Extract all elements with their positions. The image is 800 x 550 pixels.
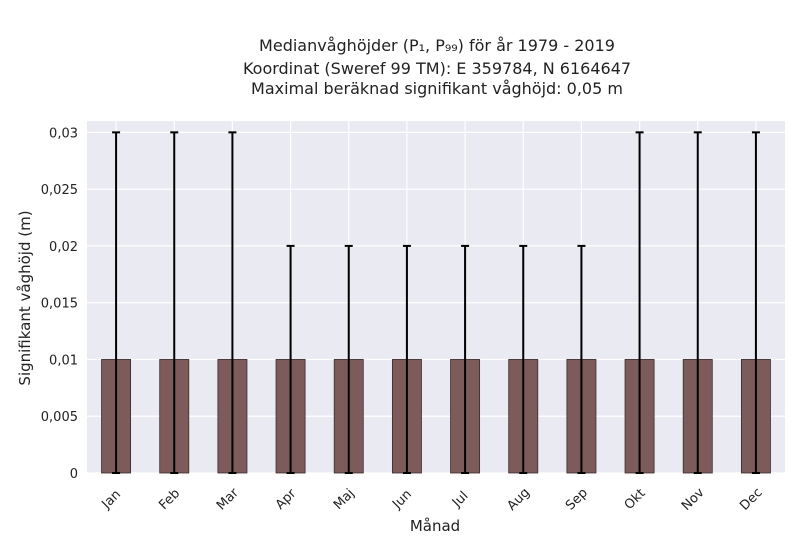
- title-line-1: Medianvåghöjder (P₁, P₉₉) för år 1979 - …: [259, 36, 615, 55]
- chart-title: Medianvåghöjder (P₁, P₉₉) för år 1979 - …: [243, 36, 631, 98]
- y-tick-label: 0,03: [49, 126, 78, 141]
- y-tick-label: 0,025: [41, 183, 78, 198]
- x-tick-label-jul: Jul: [449, 489, 471, 511]
- error-bar-apr: [286, 244, 295, 474]
- y-axis-label: Signifikant våghöjd (m): [16, 210, 34, 385]
- x-axis-label: Månad: [410, 517, 460, 535]
- x-tick-label-mar: Mar: [214, 485, 242, 513]
- x-tick-label-apr: Apr: [273, 486, 300, 513]
- x-tick-label-sep: Sep: [563, 486, 591, 514]
- error-bar-maj: [344, 244, 353, 474]
- y-tick-label: 0,01: [49, 353, 78, 368]
- y-axis-ticks: 0 0,005 0,01 0,015 0,02 0,025 0,03: [41, 126, 78, 482]
- error-bar-okt: [635, 131, 644, 474]
- x-tick-label-okt: Okt: [622, 486, 649, 513]
- title-line-3: Maximal beräknad signifikant våghöjd: 0,…: [251, 79, 623, 98]
- x-tick-label-maj: Maj: [331, 486, 358, 513]
- error-bar-feb: [170, 131, 179, 474]
- error-bar-aug: [519, 244, 528, 474]
- y-tick-label: 0,005: [41, 410, 78, 425]
- y-tick-label: 0,015: [41, 297, 78, 312]
- y-tick-label: 0: [70, 467, 78, 482]
- error-bars: [112, 131, 760, 474]
- plot-area: [87, 121, 785, 473]
- error-bar-nov: [693, 131, 702, 474]
- error-bar-jan: [112, 131, 121, 474]
- x-tick-label-aug: Aug: [504, 485, 533, 514]
- y-tick-label: 0,02: [49, 240, 78, 255]
- x-axis-ticks: Jan Feb Mar Apr Maj Jun Jul Aug Sep Okt Nov Dec: [99, 485, 766, 514]
- x-tick-label-jun: Jun: [389, 487, 415, 513]
- x-tick-label-jan: Jan: [99, 487, 124, 512]
- x-tick-label-dec: Dec: [737, 485, 765, 513]
- error-bar-dec: [751, 131, 760, 474]
- error-bar-jul: [461, 244, 470, 474]
- error-bar-sep: [577, 244, 586, 474]
- x-tick-label-nov: Nov: [679, 485, 708, 514]
- error-bar-mar: [228, 131, 237, 474]
- error-bar-jun: [402, 244, 411, 474]
- x-tick-label-feb: Feb: [156, 486, 183, 513]
- title-line-2: Koordinat (Sweref 99 TM): E 359784, N 61…: [243, 59, 631, 78]
